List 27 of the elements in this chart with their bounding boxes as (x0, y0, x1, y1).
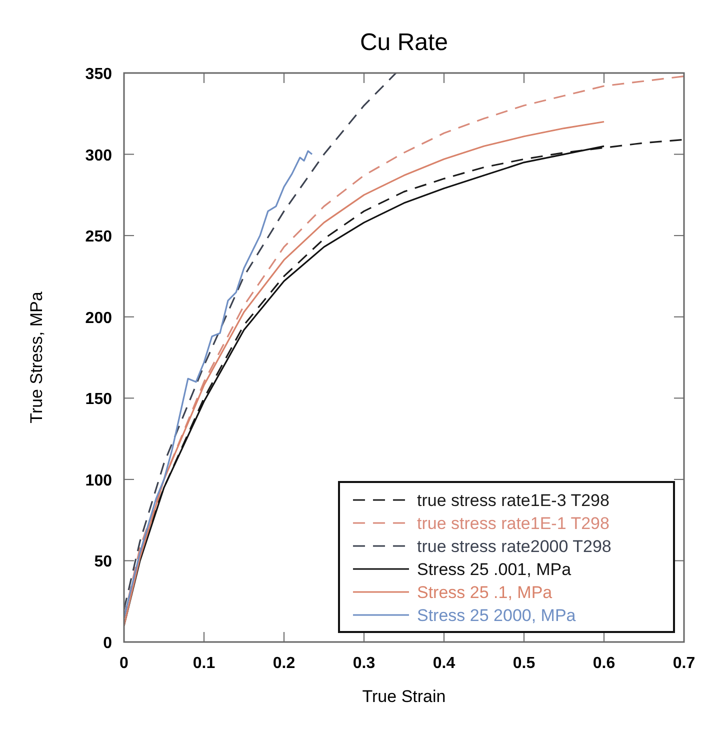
y-tick-label: 150 (85, 391, 112, 408)
legend-label: Stress 25 .001, MPa (417, 560, 572, 579)
chart-title: Cu Rate (360, 29, 448, 56)
legend-label: true stress rate1E-3 T298 (417, 491, 610, 510)
x-tick-label: 0.6 (592, 655, 616, 672)
x-tick-label: 0.3 (352, 655, 376, 672)
line-series (124, 150, 313, 618)
y-tick-label: 250 (85, 228, 112, 246)
x-tick-label: 0.1 (192, 655, 216, 672)
legend-label: Stress 25 .1, MPa (417, 583, 553, 602)
x-tick-label: 0 (120, 655, 129, 672)
x-tick-label: 0.2 (272, 655, 296, 672)
y-tick-label: 50 (94, 554, 112, 571)
y-tick-label: 200 (85, 310, 112, 327)
x-tick-label: 0.5 (512, 655, 536, 672)
y-tick-label: 0 (103, 635, 112, 652)
legend-label: Stress 25 2000, MPa (417, 606, 576, 625)
legend-label: true stress rate1E-1 T298 (417, 514, 610, 533)
y-tick-label: 300 (85, 147, 112, 164)
legend-label: true stress rate2000 T298 (417, 537, 612, 556)
y-axis-title: True Stress, MPa (27, 291, 46, 424)
line-series (124, 73, 397, 610)
x-tick-label: 0.4 (432, 655, 456, 672)
x-tick-label: 0.7 (672, 655, 696, 672)
y-tick-label: 350 (85, 66, 112, 83)
x-axis-title: True Strain (362, 687, 446, 706)
y-tick-label: 100 (85, 472, 112, 490)
